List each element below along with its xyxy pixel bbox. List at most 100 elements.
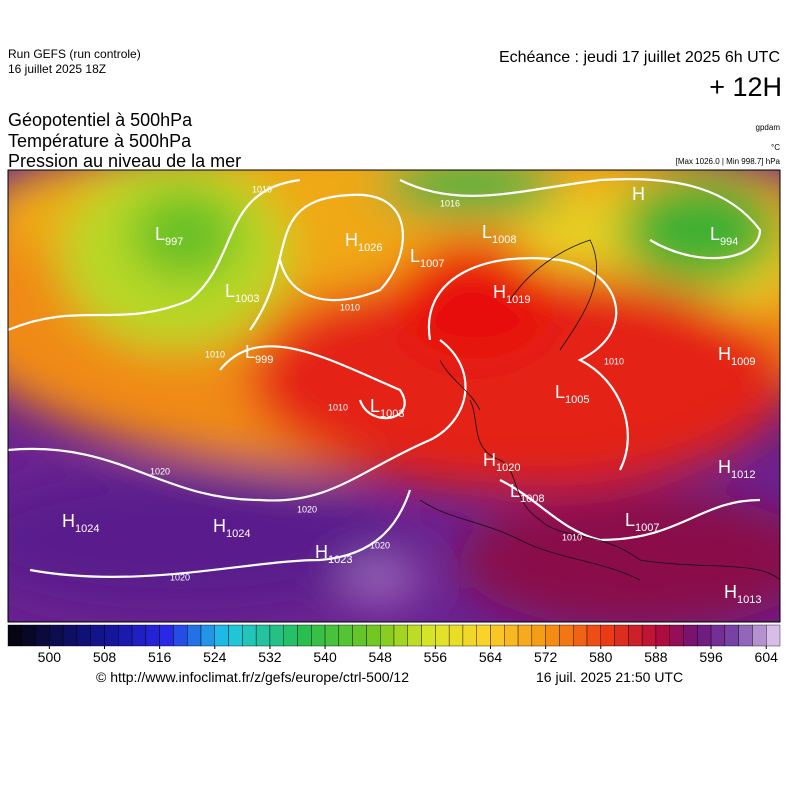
center-value: 1008 <box>492 234 516 246</box>
title-geopotential: Géopotentiel à 500hPa <box>8 110 193 130</box>
colorbar-swatch <box>504 624 519 647</box>
colorbar-swatch <box>297 624 312 647</box>
colorbar-swatch <box>766 624 781 647</box>
center-value: 1020 <box>496 462 520 474</box>
colorbar-swatch <box>517 624 533 647</box>
center-letter: H <box>493 282 506 302</box>
colorbar-tick-label: 500 <box>38 649 62 665</box>
pressure-center: L997 <box>155 224 183 248</box>
pressure-center: H1024 <box>213 516 250 540</box>
colorbar-tick-label: 516 <box>148 649 172 665</box>
center-value: 1009 <box>731 356 755 368</box>
center-value: 999 <box>255 354 273 366</box>
colorbar-swatch <box>145 624 160 647</box>
colorbar-tick-label: 524 <box>203 649 227 665</box>
center-letter: L <box>370 396 380 416</box>
center-value: 1026 <box>358 242 382 254</box>
map-frame <box>7 169 781 623</box>
colorbar: 500 508 516 524 532 540 548 556 564 572 580 588 596 6… <box>7 624 781 665</box>
colorbar-swatch <box>476 624 491 647</box>
colorbar-swatch <box>614 624 629 647</box>
colorbar-swatch <box>214 624 229 647</box>
colorbar-swatch <box>380 624 395 647</box>
unit-geopotential: gpdam <box>756 123 781 132</box>
center-letter: L <box>245 342 255 362</box>
colorbar-tick-label: 556 <box>424 649 448 665</box>
colorbar-swatch <box>104 624 119 647</box>
center-letter: H <box>718 344 731 364</box>
colorbar-tick-label: 588 <box>644 649 668 665</box>
valid-time: Echéance : jeudi 17 juillet 2025 6h UTC <box>499 49 780 66</box>
center-letter: H <box>62 511 75 531</box>
colorbar-swatch <box>338 624 353 647</box>
unit-temperature: °C <box>771 143 780 152</box>
run-label: Run GEFS (run controle) <box>8 47 141 61</box>
colorbar-tick-label: 548 <box>369 649 393 665</box>
isobar-label: 1010 <box>252 184 272 194</box>
generated-time: 16 juil. 2025 21:50 UTC <box>536 669 683 685</box>
pressure-center: H1023 <box>315 542 352 566</box>
colorbar-swatch <box>35 624 50 647</box>
colorbar-swatch <box>255 624 271 647</box>
title-pressure: Pression au niveau de la mer <box>8 151 241 171</box>
colorbar-tick-label: 564 <box>479 649 503 665</box>
pressure-center: L1007 <box>625 510 660 534</box>
colorbar-tick-label: 532 <box>258 649 282 665</box>
colorbar-swatch <box>269 624 284 647</box>
center-letter: H <box>724 582 737 602</box>
colorbar-swatch <box>283 624 298 647</box>
pressure-center: H1019 <box>493 282 530 306</box>
pressure-center: L994 <box>710 224 738 248</box>
colorbar-swatch <box>669 624 684 647</box>
pressure-center: L1008 <box>482 222 517 246</box>
isobar-label: 1010 <box>604 356 624 366</box>
colorbar-swatch <box>366 624 381 647</box>
isobar-label: 1010 <box>205 349 225 359</box>
isobar-label: 1010 <box>340 302 360 312</box>
colorbar-tick-label: 540 <box>313 649 337 665</box>
colorbar-swatch <box>21 624 36 647</box>
center-value: 1012 <box>731 469 755 481</box>
colorbar-swatch <box>752 624 767 647</box>
colorbar-swatch <box>586 624 601 647</box>
center-letter: H <box>718 457 731 477</box>
pressure-center: L1008 <box>510 481 545 505</box>
center-value: 1003 <box>235 293 259 305</box>
colorbar-swatch <box>628 624 643 647</box>
center-letter: L <box>555 382 565 402</box>
center-value: 1007 <box>635 522 659 534</box>
center-value: 1023 <box>328 554 352 566</box>
colorbar-swatch <box>545 624 560 647</box>
colorbar-tick-label: 604 <box>755 649 779 665</box>
colorbar-swatch <box>118 624 133 647</box>
pressure-center: L1005 <box>555 382 590 406</box>
run-date: 16 juillet 2025 18Z <box>8 62 106 76</box>
center-value: 994 <box>720 236 738 248</box>
pressure-center: H1009 <box>718 344 755 368</box>
colorbar-swatch <box>655 624 670 647</box>
center-letter: L <box>710 224 720 244</box>
colorbar-swatch <box>697 624 712 647</box>
colorbar-swatch <box>242 624 257 647</box>
center-letter: H <box>345 230 358 250</box>
pressure-center: H1012 <box>718 457 755 481</box>
center-letter: H <box>213 516 226 536</box>
colorbar-swatch <box>187 624 202 647</box>
colorbar-swatch <box>462 624 477 647</box>
center-letter: L <box>625 510 635 530</box>
center-value: 1007 <box>420 258 444 270</box>
colorbar-swatch <box>49 624 64 647</box>
colorbar-swatch <box>131 624 147 647</box>
coastlines <box>419 239 780 581</box>
colorbar-swatch <box>7 624 22 647</box>
title-temperature: Température à 500hPa <box>8 131 192 151</box>
center-value: 1024 <box>226 528 250 540</box>
pressure-center: H1013 <box>724 582 761 606</box>
center-value: 1019 <box>506 294 530 306</box>
center-value: 997 <box>165 236 183 248</box>
colorbar-swatch <box>407 624 422 647</box>
